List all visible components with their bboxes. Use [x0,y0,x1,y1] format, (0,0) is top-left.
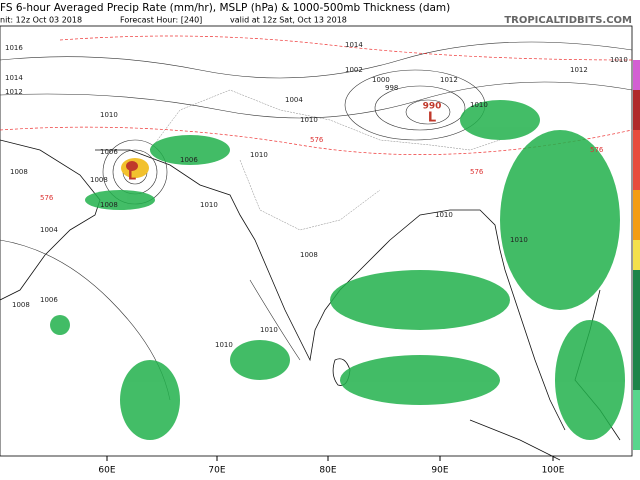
isobar-label: 1012 [570,66,588,74]
precip-area [150,135,230,165]
thickness-label: 576 [40,194,54,202]
init-time: nit: 12z Oct 03 2018 [0,16,82,25]
isobar-label: 1012 [440,76,458,84]
isobar-label: 1008 [12,301,30,309]
precip-area [230,340,290,380]
precip-area [50,315,70,335]
isobar-label: 1016 [5,44,23,52]
isobar-label: 1004 [285,96,303,104]
low-symbol: L [428,111,436,126]
color-bar-segment [633,130,640,190]
isobar-label: 998 [385,84,398,92]
color-bar [633,60,640,450]
border [149,89,501,151]
color-bar-segment [633,270,640,390]
precip-area [330,270,510,330]
arabia-coast [0,139,101,301]
precip [50,100,625,440]
isobar-label: 1006 [100,148,118,156]
borders [149,89,501,231]
isobar-label: 1008 [10,168,28,176]
thickness-line [0,126,633,155]
low-pressure: 990 [423,102,442,112]
isobar [0,81,633,119]
thickness-line [59,35,633,61]
longitude-label: 100E [542,466,565,476]
isobar-label: 1010 [470,101,488,109]
longitude-label: 80E [319,466,336,476]
map-area [0,25,633,461]
longitude-label: 60E [98,466,115,476]
valid-time: valid at 12z Sat, Oct 13 2018 [230,16,347,25]
isobar-label: 1000 [372,76,390,84]
forecast-hour: Forecast Hour: [240] [120,16,202,25]
isobar-label: 1014 [5,74,23,82]
isobar-label: 1010 [435,211,453,219]
longitude-label: 70E [208,466,225,476]
precip-area [460,100,540,140]
isobar-label: 1012 [5,88,23,96]
thickness-label: 576 [470,168,484,176]
precip-area [340,355,500,405]
low-symbol: L [128,169,136,184]
border [239,159,381,231]
isobar [249,279,301,361]
longitude-label: 90E [431,466,448,476]
isobar-label: 1008 [90,176,108,184]
thickness-label: 576 [310,136,324,144]
color-bar-segment [633,60,640,90]
isobar-label: 1010 [250,151,268,159]
thickness-lines [0,35,633,155]
color-bar-segment [633,190,640,240]
heavy-precip-core [126,161,138,171]
isobar-label: 1008 [100,201,118,209]
isobar-label: 1006 [40,296,58,304]
isobar-label: 1010 [215,341,233,349]
isobar-label: 1010 [300,116,318,124]
precip-area [500,130,620,310]
color-bar-segment [633,390,640,450]
isobar [405,99,451,125]
isobar-label: 1010 [100,111,118,119]
isobar-label: 1008 [300,251,318,259]
color-bar-segment [633,90,640,130]
isobar-label: 1006 [180,156,198,164]
precip-area [120,360,180,440]
color-bar-segment [633,240,640,270]
isobar-label: 1010 [510,236,528,244]
isobar-label: 1010 [610,56,628,64]
isobar [0,41,633,79]
isobar-label: 1010 [260,326,278,334]
isobar-label: 1004 [40,226,58,234]
source: TROPICALTIDBITS.COM [504,15,632,26]
precip-area [555,320,625,440]
precip-area [85,190,155,210]
sumatra-coast [469,419,561,461]
isobar-label: 1002 [345,66,363,74]
isobar-label: 1014 [345,41,363,49]
thickness-label: 576 [590,146,604,154]
isobar [374,85,466,131]
map-title: FS 6-hour Averaged Precip Rate (mm/hr), … [0,2,450,14]
isobar-label: 1010 [200,201,218,209]
